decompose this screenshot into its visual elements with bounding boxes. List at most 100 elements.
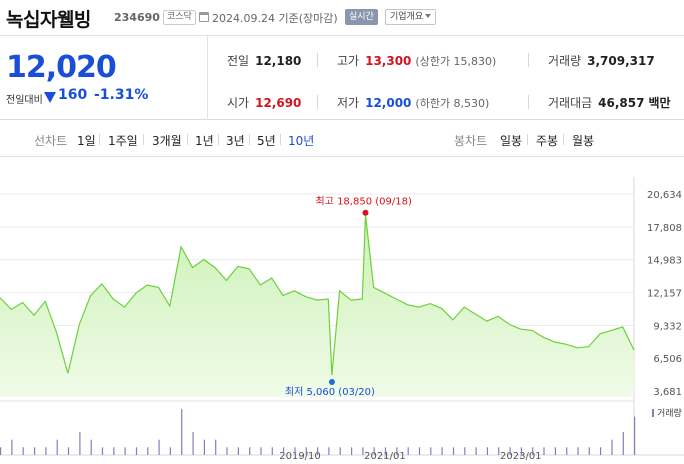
volume-bar (271, 447, 273, 455)
volume-bar (498, 447, 500, 455)
tab-1w[interactable]: 1주일 (108, 134, 138, 148)
volume-bar (452, 447, 455, 455)
upper-limit: (상한가 15,830) (415, 55, 497, 68)
volume-bar (203, 439, 205, 455)
cell-divider (317, 95, 318, 109)
low-value: 12,000 (365, 96, 412, 110)
volume-bar (226, 447, 228, 455)
prev-close-value: 12,180 (255, 54, 302, 68)
calendar-icon (199, 12, 209, 22)
volume-bar (418, 447, 421, 455)
volume-bar (135, 447, 138, 455)
volume-bar (396, 447, 398, 455)
max-point-marker (362, 209, 369, 216)
volume-bar (56, 439, 58, 455)
lower-limit: (하한가 8,530) (415, 97, 490, 110)
tab-monthly-candle[interactable]: 월봉 (572, 134, 595, 148)
tab-5y[interactable]: 5년 (257, 134, 276, 148)
amount-label: 거래대금 (548, 96, 593, 110)
volume-bar (192, 432, 194, 455)
volume-bar (532, 447, 534, 455)
y-tick-label: 20,634 (647, 190, 682, 201)
price-summary: 12,020 전일대비 160 -1.31% 전일 12,180 고가 13,300… (0, 36, 684, 120)
tab-1y[interactable]: 1년 (195, 134, 214, 148)
volume-bar (441, 447, 443, 455)
y-tick-label: 3,681 (653, 387, 682, 398)
volume-bar (407, 447, 409, 455)
low-price: 저가 12,000 (하한가 8,530) (337, 94, 489, 111)
prev-close-label: 전일 (227, 54, 250, 68)
tab-weekly-candle[interactable]: 주봉 (536, 134, 559, 148)
volume-bar (554, 447, 556, 455)
volume-bar (305, 447, 307, 455)
amount-unit: 백만 (648, 96, 671, 110)
volume-bar (181, 409, 183, 455)
company-info-label: 기업개요 (390, 12, 424, 22)
volume-label: 거래량 (548, 54, 582, 68)
open-price: 시가 12,690 (227, 94, 301, 111)
volume-legend-swatch (652, 409, 654, 417)
min-point-marker (328, 378, 335, 385)
high-value: 13,300 (365, 54, 412, 68)
volume-bar (317, 447, 319, 455)
x-tick-label: 2019/10 (279, 451, 321, 462)
tab-divider (143, 134, 144, 145)
volume-bar (45, 447, 47, 455)
y-tick-label: 12,157 (647, 289, 682, 300)
volume-bar (634, 416, 636, 455)
tab-3y[interactable]: 3년 (226, 134, 245, 148)
tab-3m[interactable]: 3개월 (152, 134, 182, 148)
y-tick-label: 17,808 (647, 223, 682, 234)
trading-amount: 거래대금 46,857 백만 (548, 94, 671, 111)
volume: 거래량 3,709,317 (548, 52, 655, 69)
volume-bar (11, 439, 13, 455)
volume-bar (351, 447, 353, 455)
volume-bar (339, 447, 341, 455)
market-badge: 코스닥 (163, 10, 196, 25)
volume-bar (67, 447, 70, 455)
volume-bar (158, 439, 160, 455)
volume-bar (622, 432, 624, 455)
y-tick-label: 6,506 (653, 354, 682, 365)
tab-divider (249, 134, 250, 145)
high-label: 고가 (337, 54, 360, 68)
realtime-button[interactable]: 실시간 (345, 9, 378, 25)
volume-value: 3,709,317 (587, 54, 655, 68)
change-percent: -1.31% (94, 87, 149, 103)
tab-divider (99, 134, 100, 145)
volume-bar (600, 447, 602, 455)
volume-bar (328, 447, 330, 455)
y-axis: 20,634 17,808 14,983 12,157 9,332 6,506 3,681 (647, 190, 682, 398)
volume-bar (124, 447, 126, 455)
candle-chart-label: 봉차트 (454, 134, 488, 148)
company-info-button[interactable]: 기업개요 (385, 9, 437, 25)
volume-bar (0, 447, 2, 455)
cell-divider (317, 53, 318, 67)
chart-period-tabs: 선차트 1일 1주일 3개월 1년 3년 5년 10년 봉차트 일봉 주봉 월봉 (0, 121, 684, 157)
date-text: 2024.09.24 기준(장마감) (212, 12, 338, 25)
volume-bar (294, 447, 296, 455)
tab-10y[interactable]: 10년 (288, 134, 315, 148)
down-arrow-icon (44, 92, 56, 103)
tab-daily-candle[interactable]: 일봉 (500, 134, 523, 148)
tab-divider (527, 134, 528, 145)
volume-bar (486, 447, 488, 455)
min-annotation: 최저 5,060 (03/20) (285, 386, 375, 398)
low-label: 저가 (337, 96, 360, 110)
cell-divider (528, 53, 529, 67)
change-value: 160 (58, 87, 88, 103)
tab-1d[interactable]: 1일 (77, 134, 96, 148)
chevron-down-icon (425, 14, 432, 18)
max-annotation: 최고 18,850 (09/18) (315, 196, 411, 208)
volume-bar (113, 447, 115, 455)
x-tick-label: 2023/01 (500, 451, 542, 462)
volume-bar (543, 447, 545, 455)
change-label: 전일대비 (6, 95, 43, 106)
volume-bar (34, 447, 36, 455)
tab-divider (280, 134, 281, 145)
volume-bar (169, 447, 171, 455)
volume-bar (249, 447, 251, 455)
volume-bar (384, 447, 387, 455)
stock-code: 234690 (114, 11, 160, 24)
price-chart[interactable]: 20,63417,80814,98312,1579,3326,5063,681 … (0, 157, 684, 464)
